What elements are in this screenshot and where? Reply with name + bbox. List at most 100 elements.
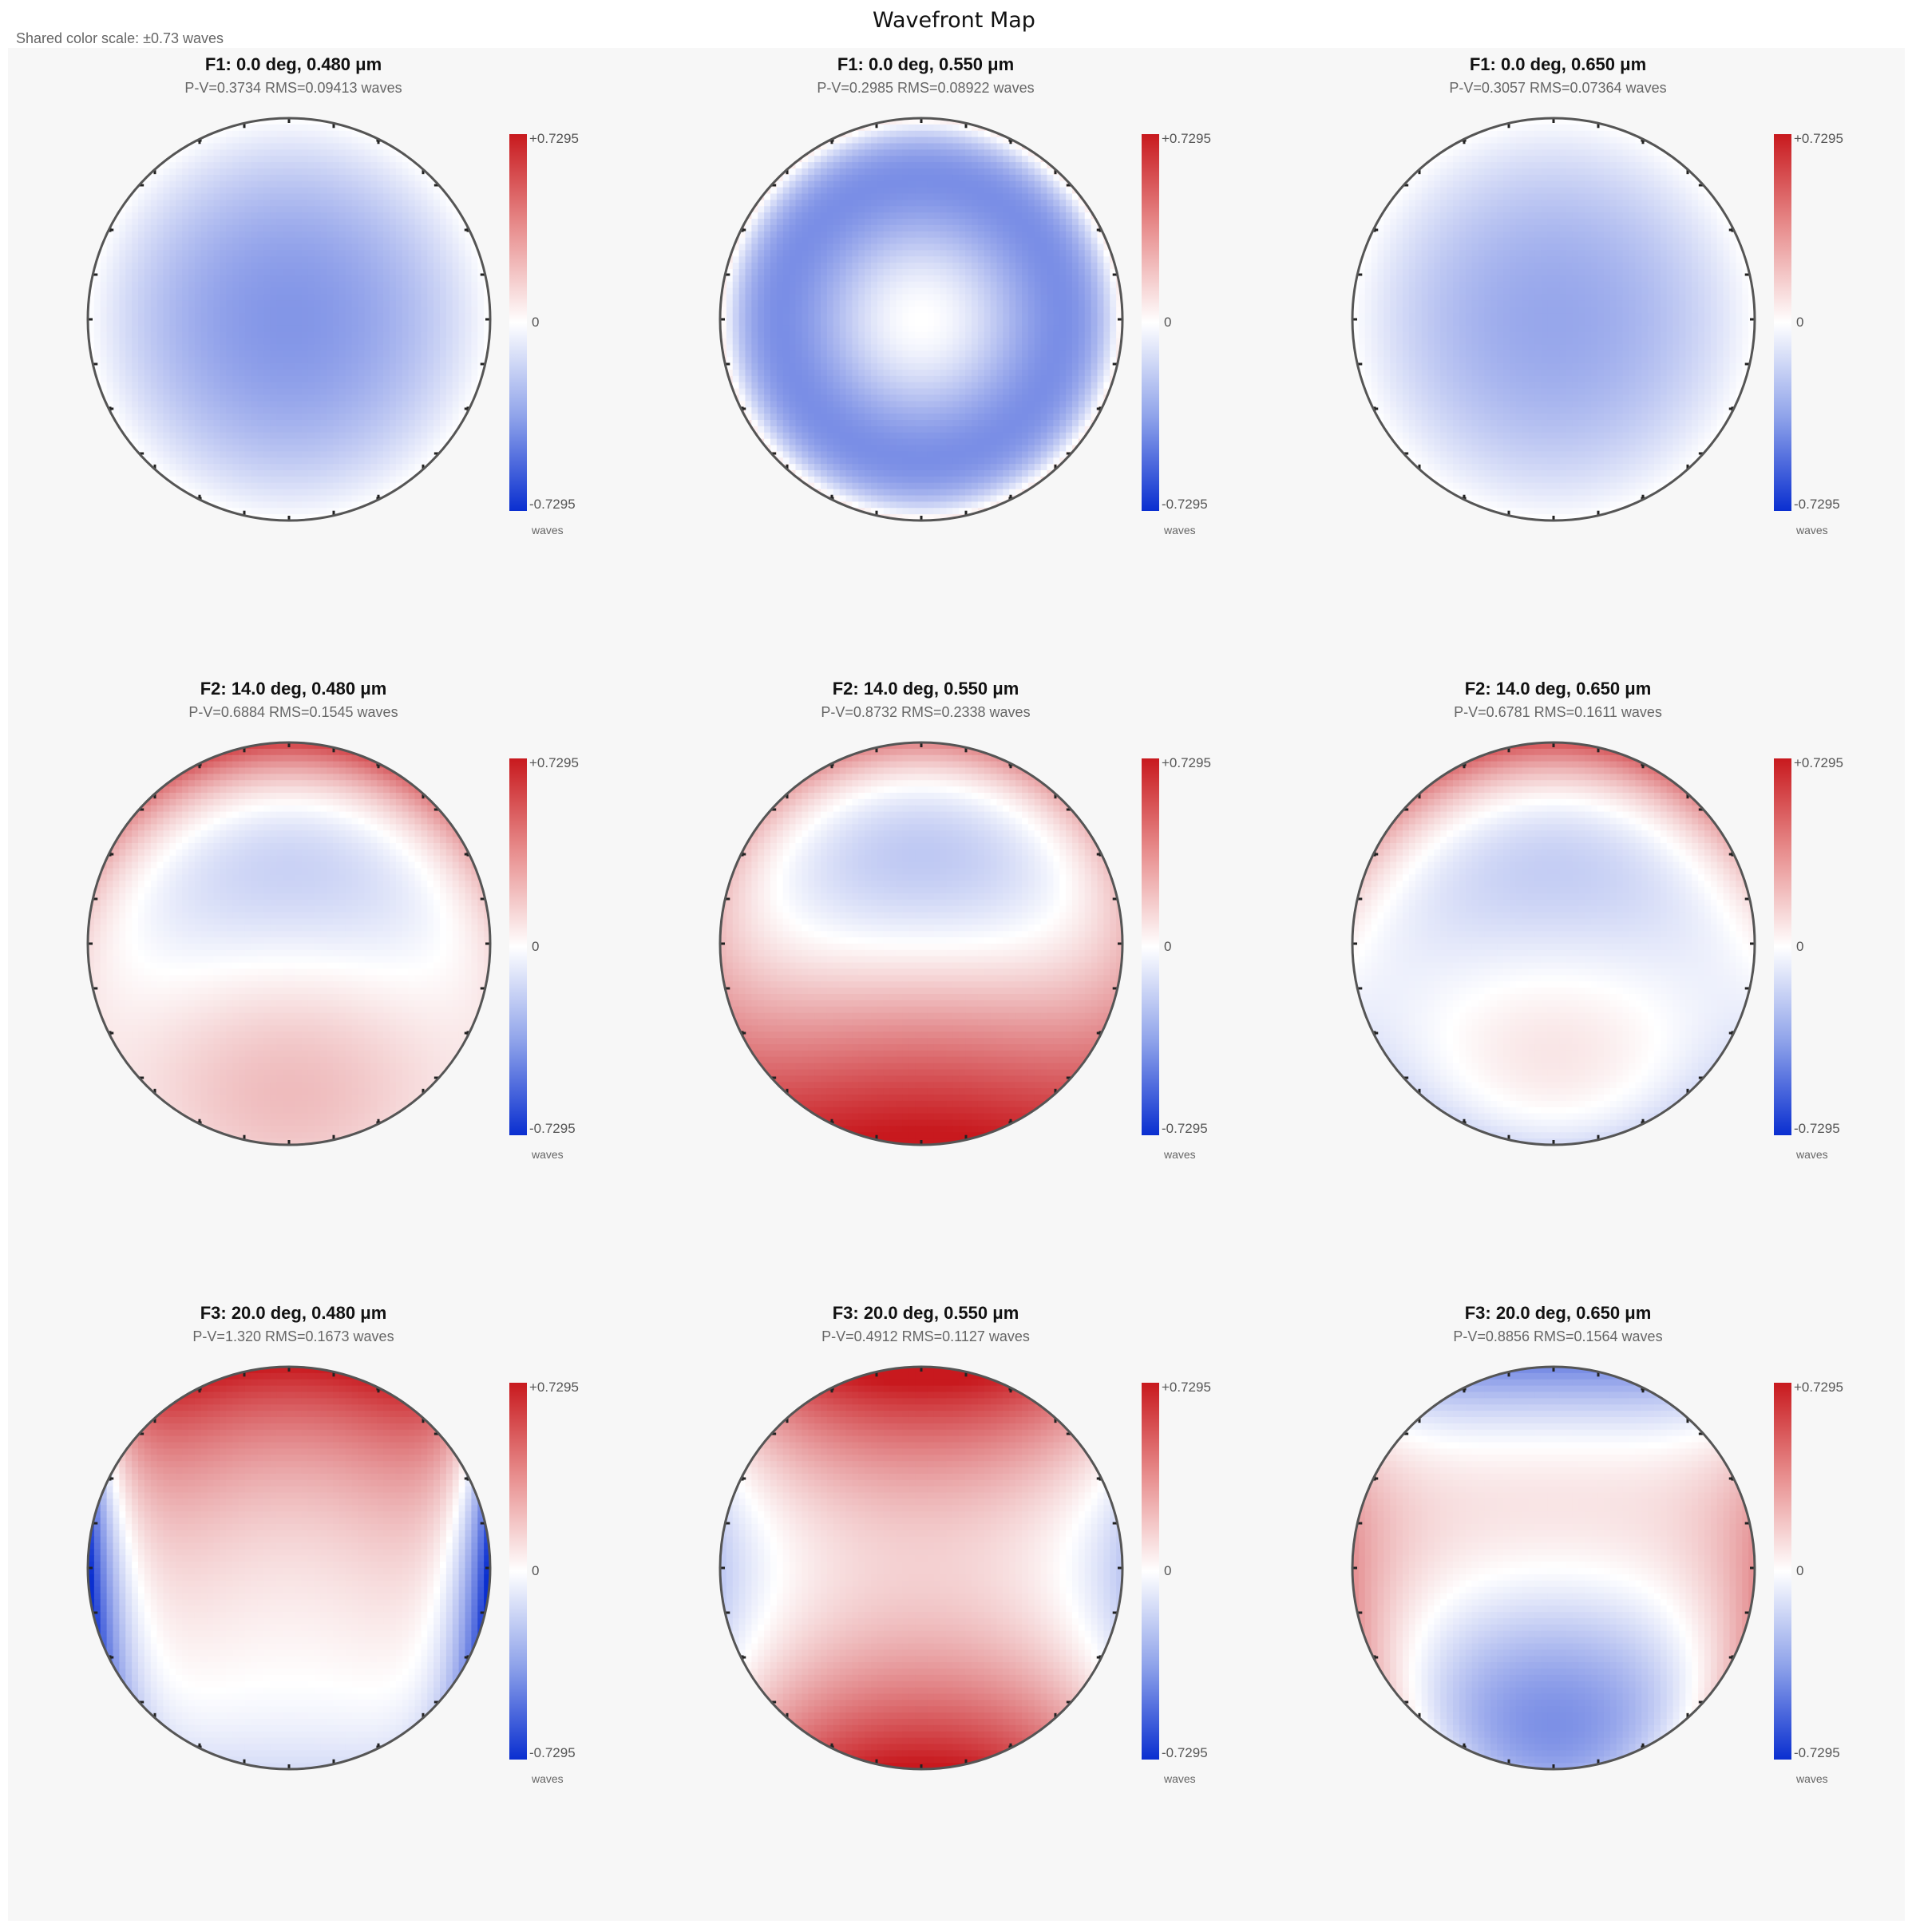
heatmap-cell: [263, 464, 271, 471]
heatmap-cell: [927, 193, 935, 200]
heatmap-cell: [452, 212, 460, 220]
heatmap-cell: [1072, 193, 1079, 200]
heatmap-cell: [1084, 294, 1092, 301]
heatmap-cell: [1103, 300, 1110, 307]
heatmap-cell: [984, 269, 992, 276]
heatmap-cell: [226, 420, 233, 427]
heatmap-cell: [339, 451, 346, 458]
heatmap-cell: [251, 237, 259, 245]
heatmap-cell: [232, 313, 239, 320]
heatmap-cell: [826, 250, 834, 257]
heatmap-cell: [283, 470, 290, 477]
heatmap-cell: [821, 275, 828, 283]
heatmap-cell: [257, 313, 265, 320]
heatmap-cell: [301, 495, 309, 502]
heatmap-cell: [1059, 269, 1067, 276]
heatmap-cell: [465, 212, 472, 220]
heatmap-cell: [782, 256, 790, 263]
heatmap-cell: [176, 200, 183, 207]
heatmap-cell: [270, 489, 277, 497]
heatmap-cell: [433, 407, 441, 414]
heatmap-cell: [176, 231, 183, 239]
heatmap-cell: [414, 206, 422, 213]
heatmap-cell: [351, 162, 359, 169]
heatmap-cell: [395, 476, 403, 484]
heatmap-cell: [839, 187, 847, 195]
heatmap-cell: [113, 275, 120, 283]
heatmap-cell: [826, 243, 834, 251]
heatmap-cell: [270, 156, 277, 163]
heatmap-cell: [1059, 243, 1067, 251]
heatmap-cell: [138, 294, 145, 301]
heatmap-cell: [984, 237, 992, 245]
heatmap-cell: [358, 287, 366, 295]
heatmap-cell: [194, 482, 202, 490]
heatmap-cell: [270, 143, 277, 150]
heatmap-cell: [301, 445, 309, 452]
heatmap-cell: [395, 344, 403, 351]
heatmap-cell: [194, 187, 202, 195]
heatmap-cell: [239, 219, 246, 226]
heatmap-cell: [440, 200, 447, 207]
heatmap-cell: [207, 331, 215, 339]
heatmap-cell: [1022, 224, 1029, 232]
heatmap-cell: [383, 363, 390, 370]
heatmap-cell: [808, 294, 815, 301]
heatmap-cell: [200, 294, 208, 301]
heatmap-cell: [965, 193, 972, 200]
heatmap-cell: [940, 124, 948, 132]
heatmap-cell: [751, 193, 758, 200]
heatmap-cell: [188, 180, 196, 188]
heatmap-cell: [327, 168, 334, 176]
heatmap-cell: [119, 294, 126, 301]
heatmap-cell: [751, 256, 758, 263]
heatmap-cell: [414, 338, 422, 346]
heatmap-cell: [776, 263, 784, 270]
heatmap-cell: [1053, 180, 1060, 188]
heatmap-cell: [427, 426, 434, 434]
heatmap-cell: [395, 168, 403, 176]
heatmap-cell: [339, 363, 346, 370]
heatmap-cell: [156, 224, 164, 232]
heatmap-cell: [782, 206, 790, 213]
heatmap-cell: [345, 438, 353, 446]
heatmap-cell: [263, 243, 271, 251]
heatmap-cell: [194, 174, 202, 182]
heatmap-cell: [113, 338, 120, 346]
heatmap-cell: [395, 331, 403, 339]
heatmap-cell: [93, 338, 101, 346]
heatmap-cell: [182, 426, 189, 434]
heatmap-cell: [194, 325, 202, 333]
heatmap-cell: [889, 124, 897, 132]
heatmap-cell: [402, 237, 410, 245]
heatmap-cell: [364, 275, 371, 283]
heatmap-cell: [301, 363, 309, 370]
heatmap-cell: [839, 275, 847, 283]
heatmap-cell: [458, 224, 466, 232]
heatmap-cell: [802, 263, 809, 270]
heatmap-cell: [915, 180, 922, 188]
heatmap-cell: [257, 130, 265, 138]
heatmap-cell: [984, 180, 992, 188]
heatmap-cell: [351, 319, 359, 327]
heatmap-cell: [370, 269, 378, 276]
heatmap-cell: [484, 300, 490, 307]
heatmap-cell: [144, 187, 152, 195]
heatmap-cell: [283, 193, 290, 200]
heatmap-cell: [814, 237, 821, 245]
heatmap-cell: [452, 344, 460, 351]
heatmap-cell: [921, 137, 928, 145]
heatmap-cell: [257, 495, 265, 502]
heatmap-cell: [125, 375, 133, 383]
heatmap-cell: [113, 307, 120, 314]
heatmap-cell: [984, 263, 992, 270]
heatmap-cell: [156, 476, 164, 484]
heatmap-cell: [345, 269, 353, 276]
heatmap-cell: [307, 464, 315, 471]
heatmap-cell: [314, 294, 321, 301]
heatmap-cell: [176, 470, 183, 477]
heatmap-cell: [889, 275, 897, 283]
heatmap-cell: [295, 124, 303, 132]
heatmap-cell: [414, 331, 422, 339]
heatmap-cell: [414, 457, 422, 465]
